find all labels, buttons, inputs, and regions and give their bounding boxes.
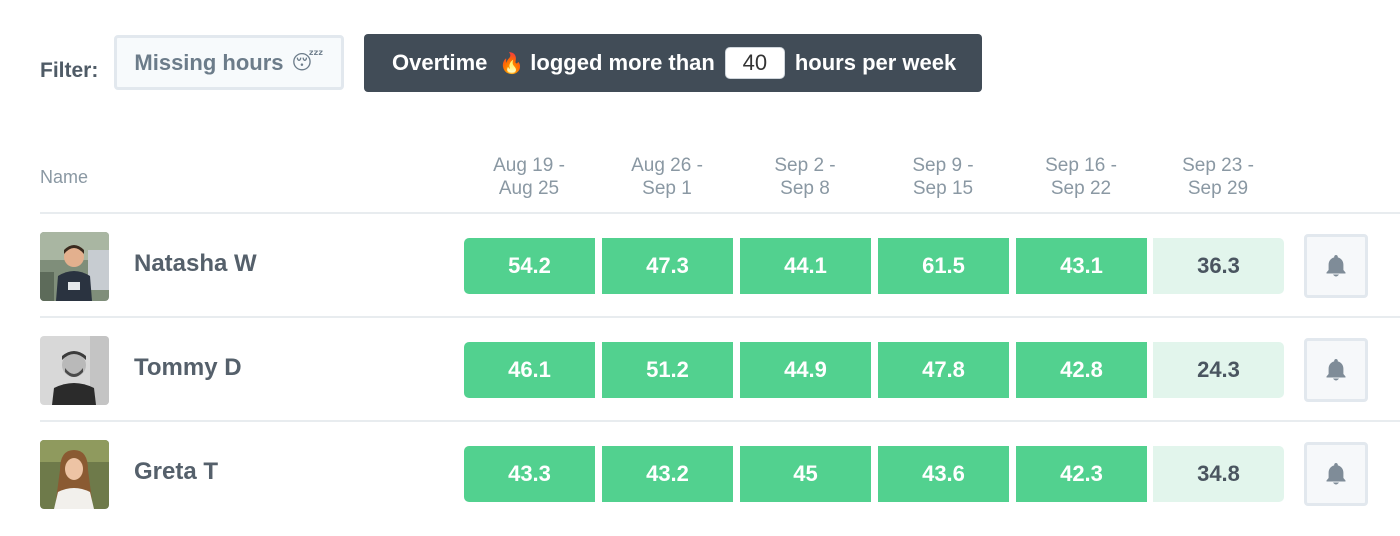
hours-cell[interactable]: 43.1 bbox=[1016, 238, 1147, 294]
overtime-label: Overtime bbox=[392, 50, 488, 75]
hours-cell[interactable]: 34.8 bbox=[1153, 446, 1284, 502]
hours-cell[interactable]: 51.2 bbox=[602, 342, 733, 398]
hours-cell[interactable]: 43.3 bbox=[464, 446, 595, 502]
hours-cell[interactable]: 43.6 bbox=[878, 446, 1009, 502]
table-row: Tommy D 46.1 51.2 44.9 47.8 42.8 24.3 bbox=[0, 318, 1400, 422]
week-start: Sep 16 - bbox=[1045, 155, 1117, 176]
hours-cell[interactable]: 46.1 bbox=[464, 342, 595, 398]
avatar[interactable] bbox=[40, 232, 109, 301]
week-header[interactable]: Sep 23 - Sep 29 bbox=[1153, 154, 1283, 200]
overtime-filter-button[interactable]: Overtime 🔥 logged more than hours per we… bbox=[364, 34, 982, 92]
avatar[interactable] bbox=[40, 440, 109, 509]
hours-cell[interactable]: 45 bbox=[740, 446, 871, 502]
table-row: Greta T 43.3 43.2 45 43.6 42.3 34.8 bbox=[0, 422, 1400, 526]
bell-icon bbox=[1326, 359, 1346, 381]
week-start: Aug 19 - bbox=[493, 155, 565, 176]
hours-cell[interactable]: 44.1 bbox=[740, 238, 871, 294]
notify-button[interactable] bbox=[1304, 338, 1368, 402]
week-end: Sep 8 bbox=[780, 178, 830, 199]
overtime-middle-text: logged more than bbox=[530, 50, 715, 75]
person-name[interactable]: Greta T bbox=[134, 458, 219, 485]
week-end: Sep 29 bbox=[1187, 178, 1249, 199]
week-start: Aug 26 - bbox=[631, 155, 703, 176]
week-header[interactable]: Aug 26 - Sep 1 bbox=[602, 154, 732, 200]
week-end: Sep 1 bbox=[642, 178, 692, 199]
person-name[interactable]: Tommy D bbox=[134, 354, 242, 381]
hours-cell[interactable]: 47.8 bbox=[878, 342, 1009, 398]
bell-icon bbox=[1326, 463, 1346, 485]
week-start: Sep 23 - bbox=[1182, 155, 1254, 176]
week-end: Sep 15 bbox=[912, 178, 974, 199]
hours-cell[interactable]: 36.3 bbox=[1153, 238, 1284, 294]
filter-label: Filter: bbox=[40, 59, 99, 82]
week-end: Sep 22 bbox=[1050, 178, 1112, 199]
week-header[interactable]: Sep 2 - Sep 8 bbox=[740, 154, 870, 200]
person-name[interactable]: Natasha W bbox=[134, 250, 257, 277]
week-header[interactable]: Sep 16 - Sep 22 bbox=[1016, 154, 1146, 200]
week-header[interactable]: Aug 19 - Aug 25 bbox=[464, 154, 594, 200]
week-start: Sep 9 - bbox=[912, 155, 974, 176]
avatar[interactable] bbox=[40, 336, 109, 405]
notify-button[interactable] bbox=[1304, 442, 1368, 506]
hours-cell[interactable]: 47.3 bbox=[602, 238, 733, 294]
week-end: Aug 25 bbox=[498, 178, 560, 199]
fire-icon: 🔥 bbox=[499, 52, 525, 75]
hours-cell[interactable]: 42.3 bbox=[1016, 446, 1147, 502]
name-column-header: Name bbox=[40, 167, 89, 187]
missing-hours-filter-button[interactable]: Missing hours 😴 bbox=[114, 35, 344, 90]
week-header[interactable]: Sep 9 - Sep 15 bbox=[878, 154, 1008, 200]
hours-cell[interactable]: 44.9 bbox=[740, 342, 871, 398]
notify-button[interactable] bbox=[1304, 234, 1368, 298]
row-divider bbox=[40, 316, 1400, 318]
overtime-suffix-text: hours per week bbox=[794, 50, 957, 75]
overtime-threshold-input[interactable] bbox=[724, 47, 785, 79]
row-divider bbox=[40, 420, 1400, 422]
hours-cell[interactable]: 43.2 bbox=[602, 446, 733, 502]
row-divider bbox=[40, 212, 1400, 214]
bell-icon bbox=[1326, 255, 1346, 277]
hours-cell[interactable]: 61.5 bbox=[878, 238, 1009, 294]
table-row: Natasha W 54.2 47.3 44.1 61.5 43.1 36.3 bbox=[0, 214, 1400, 318]
missing-hours-label: Missing hours bbox=[134, 49, 284, 75]
hours-cell[interactable]: 42.8 bbox=[1016, 342, 1147, 398]
hours-cell[interactable]: 54.2 bbox=[464, 238, 595, 294]
week-start: Sep 2 - bbox=[774, 155, 836, 176]
hours-cell[interactable]: 24.3 bbox=[1153, 342, 1284, 398]
sleeping-face-icon: 😴 bbox=[291, 52, 324, 74]
